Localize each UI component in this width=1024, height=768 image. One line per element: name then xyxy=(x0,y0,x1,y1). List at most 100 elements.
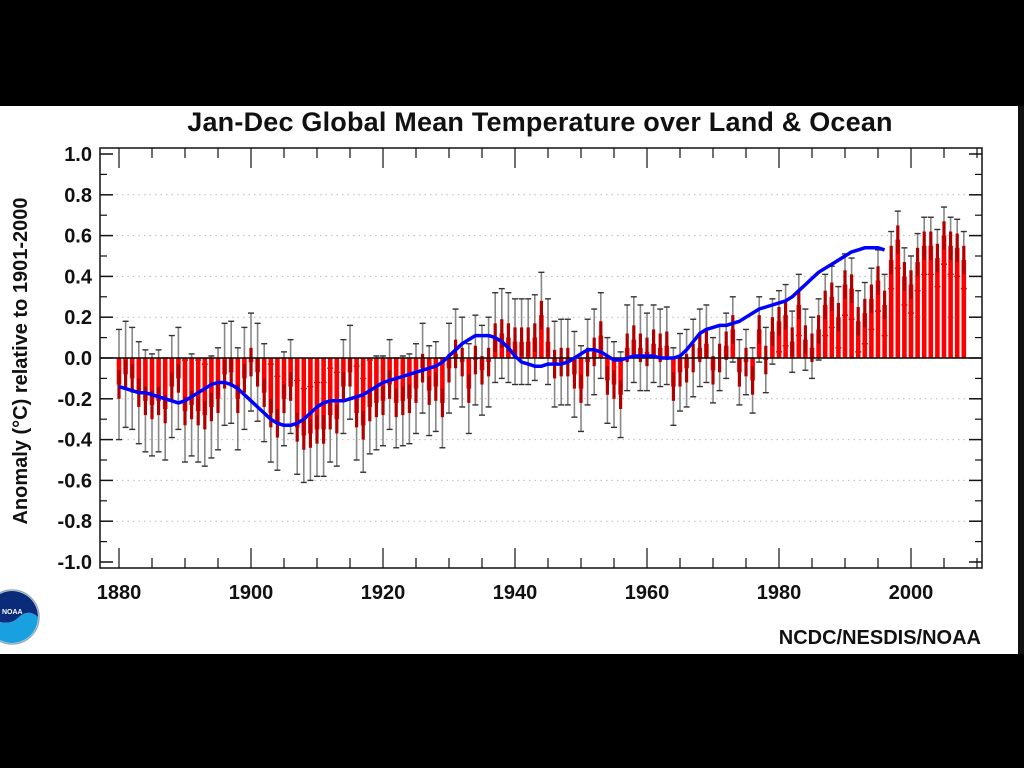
bar xyxy=(308,358,313,434)
bar xyxy=(327,358,333,416)
x-tick-label: 1940 xyxy=(493,582,538,604)
bar xyxy=(869,298,874,358)
bar xyxy=(235,358,241,399)
inner-error xyxy=(671,372,675,401)
inner-error xyxy=(619,380,623,409)
x-tick-label: 1900 xyxy=(229,582,274,604)
inner-error xyxy=(381,386,385,416)
inner-error xyxy=(335,404,339,434)
inner-error xyxy=(262,378,266,407)
y-tick-label: -0.2 xyxy=(58,389,92,411)
inner-error xyxy=(269,398,273,428)
inner-error xyxy=(520,327,524,356)
logo-text: NOAA xyxy=(2,609,23,616)
inner-error xyxy=(467,374,471,403)
inner-error xyxy=(170,372,174,401)
inner-error xyxy=(830,282,834,312)
inner-error xyxy=(869,284,873,314)
bar xyxy=(961,260,967,358)
bar xyxy=(393,358,399,403)
bar xyxy=(367,358,373,407)
inner-error xyxy=(440,388,444,418)
inner-error xyxy=(579,374,583,403)
x-tick-label: 1960 xyxy=(625,582,670,604)
bar xyxy=(294,358,300,428)
bar xyxy=(849,288,854,358)
inner-error xyxy=(612,370,616,399)
bar xyxy=(888,260,894,358)
inner-error xyxy=(190,390,194,420)
inner-error xyxy=(731,315,735,344)
bar xyxy=(941,235,947,358)
inner-error xyxy=(124,360,128,389)
inner-error xyxy=(704,329,708,358)
inner-error xyxy=(935,243,939,273)
inner-error xyxy=(777,307,781,336)
inner-error xyxy=(724,331,728,361)
bar xyxy=(862,313,868,358)
bar xyxy=(354,358,359,414)
bar xyxy=(281,358,287,399)
bar xyxy=(136,358,142,393)
noaa-logo-icon: NOAA xyxy=(0,589,40,645)
y-tick-label: -1.0 xyxy=(58,552,92,574)
inner-error xyxy=(183,396,187,426)
inner-error xyxy=(896,225,900,254)
bar xyxy=(374,358,379,403)
bar xyxy=(875,280,881,358)
inner-errors xyxy=(117,221,966,450)
inner-error xyxy=(784,300,788,330)
inner-error xyxy=(249,347,253,377)
inner-error xyxy=(256,358,260,387)
inner-error xyxy=(368,392,372,422)
x-tick-label: 1980 xyxy=(757,582,802,604)
bar xyxy=(783,315,788,358)
bar xyxy=(195,358,201,412)
inner-error xyxy=(421,353,425,383)
smoothed-line xyxy=(118,246,886,428)
inner-error xyxy=(843,270,847,299)
inner-error xyxy=(737,358,741,387)
x-tick-label: 1880 xyxy=(97,582,142,604)
inner-error xyxy=(447,353,451,383)
x-ticks: 1880 1900 1920 1940 1960 1980 2000 xyxy=(97,148,978,604)
y-tick-label: -0.6 xyxy=(58,470,92,492)
inner-error xyxy=(665,331,669,361)
inner-error xyxy=(242,364,246,393)
bar xyxy=(882,304,887,358)
inner-error xyxy=(236,384,240,414)
inner-error xyxy=(685,353,689,383)
bar xyxy=(539,315,544,358)
bar xyxy=(829,296,835,358)
inner-error xyxy=(203,400,207,430)
inner-error xyxy=(394,388,398,418)
inner-error xyxy=(361,411,365,440)
inner-error xyxy=(711,355,715,385)
inner-error xyxy=(533,323,537,352)
inner-error xyxy=(922,231,926,261)
inner-error xyxy=(942,221,946,250)
inner-error xyxy=(407,384,411,414)
inner-error xyxy=(678,358,682,387)
bar xyxy=(935,258,940,358)
inner-error xyxy=(322,415,326,444)
inner-error xyxy=(223,360,227,389)
inner-error xyxy=(876,266,880,295)
bar xyxy=(618,358,623,395)
bar xyxy=(189,358,194,405)
inner-error xyxy=(698,333,702,363)
bar xyxy=(578,358,584,389)
bar xyxy=(440,358,445,403)
bar xyxy=(855,321,861,358)
inner-error xyxy=(863,298,867,328)
bar xyxy=(380,358,386,401)
bar xyxy=(143,358,148,401)
bar xyxy=(182,358,188,412)
bar xyxy=(209,358,214,407)
x-tick-label: 2000 xyxy=(889,582,934,604)
y-ticks: 1.0 0.8 0.6 0.4 0.2 0.0 -0.2 -0.4 -0.6 -0.8 -1.0 xyxy=(58,144,982,574)
bar xyxy=(426,358,432,391)
inner-error xyxy=(308,419,312,448)
inner-error xyxy=(823,290,827,320)
bar xyxy=(796,304,802,358)
